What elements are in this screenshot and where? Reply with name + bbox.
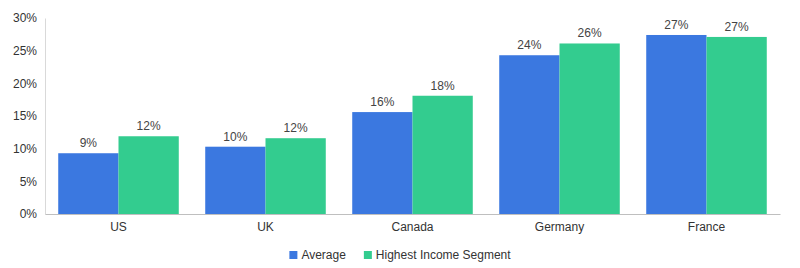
data-label: 27%	[725, 20, 749, 34]
legend: Average Highest Income Segment	[289, 248, 511, 262]
data-label: 16%	[370, 95, 394, 109]
data-label: 27%	[664, 18, 688, 32]
data-label: 24%	[517, 38, 541, 52]
legend-item: Average	[289, 248, 346, 262]
y-tick: 15%	[13, 109, 45, 123]
x-tick-label: France	[688, 220, 726, 234]
x-axis: US UK Canada Germany France	[46, 214, 781, 234]
bar	[266, 138, 326, 214]
x-tick-label: Canada	[391, 220, 433, 234]
data-label: 9%	[80, 136, 98, 150]
data-label: 12%	[137, 119, 161, 133]
chart: 0% 5% 10% 15% 20% 25% 30% US UK Canada Germany Fran…	[0, 0, 800, 268]
y-tick: 25%	[13, 44, 45, 58]
y-tick-label: 5%	[20, 175, 38, 189]
x-axis-line	[46, 214, 781, 215]
series	[119, 37, 767, 214]
y-tick-label: 10%	[13, 142, 37, 156]
y-tick: 0%	[20, 207, 45, 221]
bar	[205, 147, 265, 214]
y-axis-line	[45, 19, 46, 215]
legend-swatch	[289, 251, 297, 259]
y-tick-label: 0%	[20, 207, 38, 221]
plot: 0% 5% 10% 15% 20% 25% 30% US UK Canada Germany Fran…	[13, 11, 781, 233]
data-label: 18%	[431, 79, 455, 93]
series	[58, 35, 706, 214]
legend-label: Average	[301, 248, 346, 262]
y-tick-label: 20%	[13, 77, 37, 91]
y-tick: 20%	[13, 77, 45, 91]
y-tick-label: 15%	[13, 109, 37, 123]
y-tick: 30%	[13, 11, 45, 25]
y-tick-label: 30%	[13, 11, 37, 25]
bar	[499, 55, 559, 214]
x-tick-label: Germany	[535, 220, 584, 234]
data-label: 10%	[223, 130, 247, 144]
bar	[119, 136, 179, 214]
bar	[413, 96, 473, 214]
bar	[560, 43, 620, 214]
legend-item: Highest Income Segment	[364, 248, 511, 262]
bar	[58, 153, 118, 214]
data-label: 26%	[578, 26, 602, 40]
y-axis: 0% 5% 10% 15% 20% 25% 30%	[13, 11, 46, 221]
x-tick: US	[110, 214, 127, 234]
legend-label: Highest Income Segment	[376, 248, 511, 262]
data-labels: 9% 10% 16% 24% 27% 12% 12% 18% 26% 27%	[80, 18, 749, 150]
bars	[58, 35, 767, 214]
y-tick: 10%	[13, 142, 45, 156]
x-tick: UK	[257, 214, 274, 234]
data-label: 12%	[284, 121, 308, 135]
x-tick-label: US	[110, 220, 127, 234]
x-tick: Germany	[535, 214, 584, 234]
y-tick: 5%	[20, 175, 45, 189]
bar	[707, 37, 767, 214]
bar	[646, 35, 706, 214]
legend-swatch	[364, 251, 372, 259]
y-tick-label: 25%	[13, 44, 37, 58]
x-tick: France	[688, 214, 726, 234]
x-tick-label: UK	[257, 220, 274, 234]
x-tick: Canada	[391, 214, 433, 234]
bar	[352, 112, 412, 214]
